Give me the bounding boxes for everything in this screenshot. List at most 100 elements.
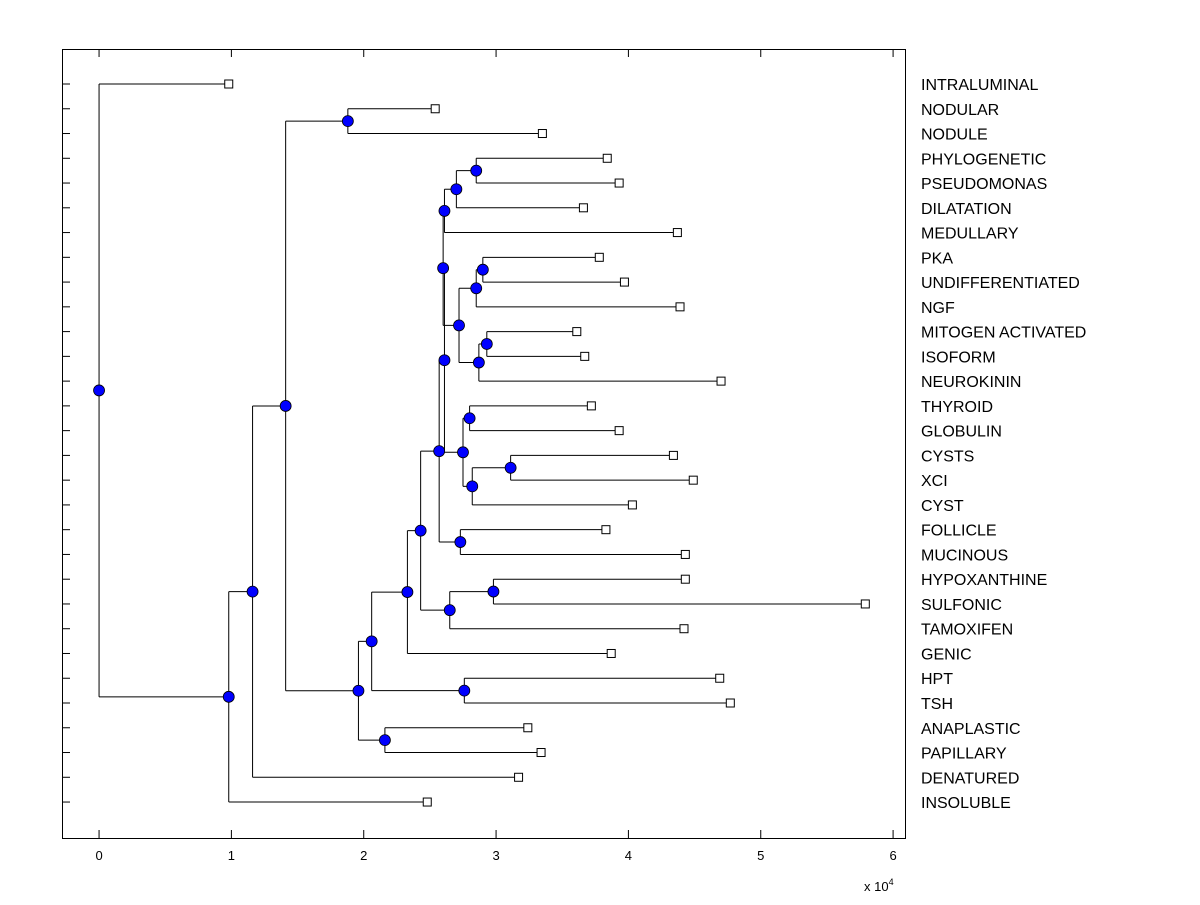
leaf-markers bbox=[224, 79, 870, 807]
leaf-marker bbox=[602, 153, 612, 163]
leaf-marker bbox=[680, 574, 690, 584]
internal-node bbox=[466, 480, 479, 493]
leaf-marker bbox=[601, 525, 611, 535]
internal-node bbox=[476, 263, 489, 276]
internal-node bbox=[480, 338, 493, 350]
leaf-marker bbox=[224, 79, 234, 89]
x-tick-label: 1 bbox=[228, 848, 235, 863]
leaf-label: NGF bbox=[921, 300, 955, 317]
internal-node bbox=[457, 446, 469, 459]
leaf-label: MEDULLARY bbox=[921, 226, 1019, 243]
leaf-label: ANAPLASTIC bbox=[921, 721, 1021, 738]
leaf-label: NEUROKININ bbox=[921, 374, 1021, 391]
internal-node bbox=[379, 734, 391, 747]
leaf-label: PSEUDOMONAS bbox=[921, 176, 1047, 193]
leaf-label: SULFONIC bbox=[921, 597, 1002, 614]
internal-node bbox=[470, 164, 483, 177]
leaf-marker bbox=[586, 401, 596, 411]
leaf-marker bbox=[614, 178, 624, 188]
leaf-marker bbox=[580, 351, 590, 361]
leaf-label: CYSTS bbox=[921, 448, 974, 465]
internal-node bbox=[458, 684, 471, 697]
leaf-marker bbox=[725, 698, 735, 708]
leaf-label: TSH bbox=[921, 696, 953, 713]
leaf-marker bbox=[536, 748, 546, 758]
leaf-label: GENIC bbox=[921, 646, 972, 663]
x-tick-label: 0 bbox=[95, 848, 102, 863]
x-tick-label: 4 bbox=[625, 848, 632, 863]
x-exponent-label: x 104 bbox=[864, 877, 894, 894]
x-tick-label: 5 bbox=[757, 848, 764, 863]
leaf-marker bbox=[716, 376, 726, 386]
internal-node bbox=[454, 536, 467, 548]
internal-node bbox=[472, 356, 485, 369]
internal-nodes bbox=[93, 115, 517, 747]
leaf-label: PKA bbox=[921, 250, 953, 267]
x-tick-label: 6 bbox=[889, 848, 896, 863]
internal-node bbox=[352, 684, 365, 697]
leaf-marker bbox=[680, 549, 690, 559]
leaf-label: UNDIFFERENTIATED bbox=[921, 275, 1080, 292]
leaf-marker bbox=[675, 302, 685, 312]
internal-node bbox=[470, 282, 483, 295]
internal-node bbox=[341, 115, 354, 128]
internal-node bbox=[279, 400, 292, 412]
leaf-label: MUCINOUS bbox=[921, 547, 1008, 564]
leaf-label: GLOBULIN bbox=[921, 424, 1002, 441]
leaf-label: DILATATION bbox=[921, 201, 1012, 218]
leaf-label: INSOLUBLE bbox=[921, 795, 1011, 812]
x-tick-label: 2 bbox=[360, 848, 367, 863]
internal-node bbox=[487, 585, 500, 598]
internal-node bbox=[504, 461, 517, 474]
leaf-marker bbox=[672, 228, 682, 238]
leaf-marker bbox=[619, 277, 629, 287]
internal-node bbox=[443, 604, 456, 617]
internal-node bbox=[438, 204, 451, 217]
leaf-marker bbox=[715, 673, 725, 683]
x-axis: 0 1 2 3 4 5 6 bbox=[95, 49, 897, 863]
internal-node bbox=[450, 183, 463, 196]
leaf-label: FOLLICLE bbox=[921, 523, 997, 540]
leaf-marker bbox=[537, 129, 547, 139]
leaf-marker bbox=[430, 104, 440, 114]
leaf-label: NODULAR bbox=[921, 102, 999, 119]
dendrogram-links bbox=[98, 83, 866, 803]
internal-node bbox=[414, 524, 427, 537]
leaf-marker bbox=[688, 475, 698, 485]
leaf-marker bbox=[614, 426, 624, 436]
leaf-label: NODULE bbox=[921, 127, 988, 144]
leaf-marker bbox=[606, 648, 616, 658]
internal-node bbox=[438, 354, 451, 367]
internal-node bbox=[433, 445, 446, 458]
leaf-label: DENATURED bbox=[921, 770, 1019, 787]
plot-area bbox=[62, 49, 906, 839]
internal-node bbox=[437, 262, 450, 275]
leaf-marker bbox=[572, 327, 582, 337]
leaf-marker bbox=[668, 450, 678, 460]
internal-node bbox=[222, 690, 235, 703]
leaf-marker bbox=[523, 723, 533, 733]
leaf-label: THYROID bbox=[921, 399, 993, 416]
y-ticks bbox=[62, 83, 70, 803]
leaf-label: INTRALUMINAL bbox=[921, 77, 1038, 94]
internal-node bbox=[463, 412, 476, 425]
leaf-label: TAMOXIFEN bbox=[921, 622, 1013, 639]
internal-node bbox=[365, 635, 378, 648]
leaf-marker bbox=[627, 500, 637, 510]
leaf-label: PAPILLARY bbox=[921, 746, 1007, 763]
leaf-marker bbox=[578, 203, 588, 213]
leaf-label: CYST bbox=[921, 498, 964, 515]
leaf-marker bbox=[422, 797, 432, 807]
leaf-label: MITOGEN ACTIVATED bbox=[921, 325, 1086, 342]
internal-node bbox=[453, 319, 465, 332]
leaf-label: ISOFORM bbox=[921, 349, 996, 366]
leaf-marker bbox=[514, 772, 524, 782]
internal-node bbox=[93, 384, 105, 397]
leaf-marker bbox=[860, 599, 870, 609]
leaf-marker bbox=[679, 624, 689, 634]
leaf-marker bbox=[594, 252, 604, 262]
leaf-label: HPT bbox=[921, 671, 953, 688]
leaf-label: XCI bbox=[921, 473, 948, 490]
internal-node bbox=[246, 585, 259, 598]
